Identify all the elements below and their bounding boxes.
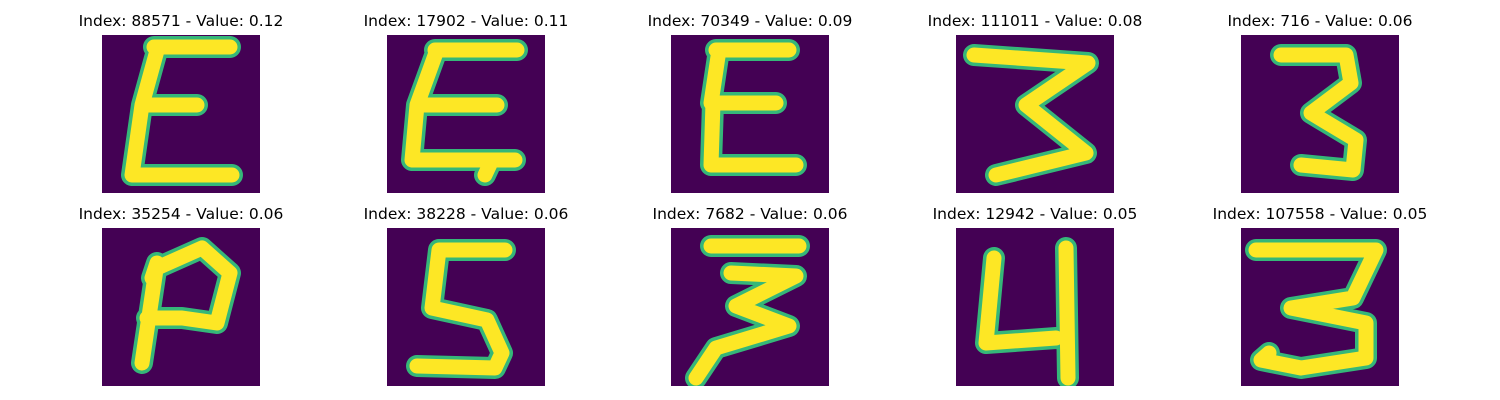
digit-image bbox=[1241, 228, 1399, 386]
panel-title: Index: 107558 - Value: 0.05 bbox=[1212, 205, 1428, 223]
digit-image bbox=[1241, 35, 1399, 193]
panel-title: Index: 70349 - Value: 0.09 bbox=[647, 12, 853, 30]
digit-image bbox=[102, 35, 260, 193]
panel-title: Index: 17902 - Value: 0.11 bbox=[363, 12, 569, 30]
panel-title: Index: 35254 - Value: 0.06 bbox=[78, 205, 284, 223]
panel-title: Index: 38228 - Value: 0.06 bbox=[363, 205, 569, 223]
digit-image bbox=[671, 228, 829, 386]
digit-image bbox=[102, 228, 260, 386]
digit-image bbox=[387, 35, 545, 193]
digit-image bbox=[956, 35, 1114, 193]
digit-image bbox=[956, 228, 1114, 386]
panel-title: Index: 716 - Value: 0.06 bbox=[1227, 12, 1413, 30]
digit-image bbox=[671, 35, 829, 193]
panel-title: Index: 12942 - Value: 0.05 bbox=[932, 205, 1138, 223]
panel-title: Index: 111011 - Value: 0.08 bbox=[927, 12, 1143, 30]
digit-image bbox=[387, 228, 545, 386]
panel-title: Index: 7682 - Value: 0.06 bbox=[652, 205, 848, 223]
panel-title: Index: 88571 - Value: 0.12 bbox=[78, 12, 284, 30]
